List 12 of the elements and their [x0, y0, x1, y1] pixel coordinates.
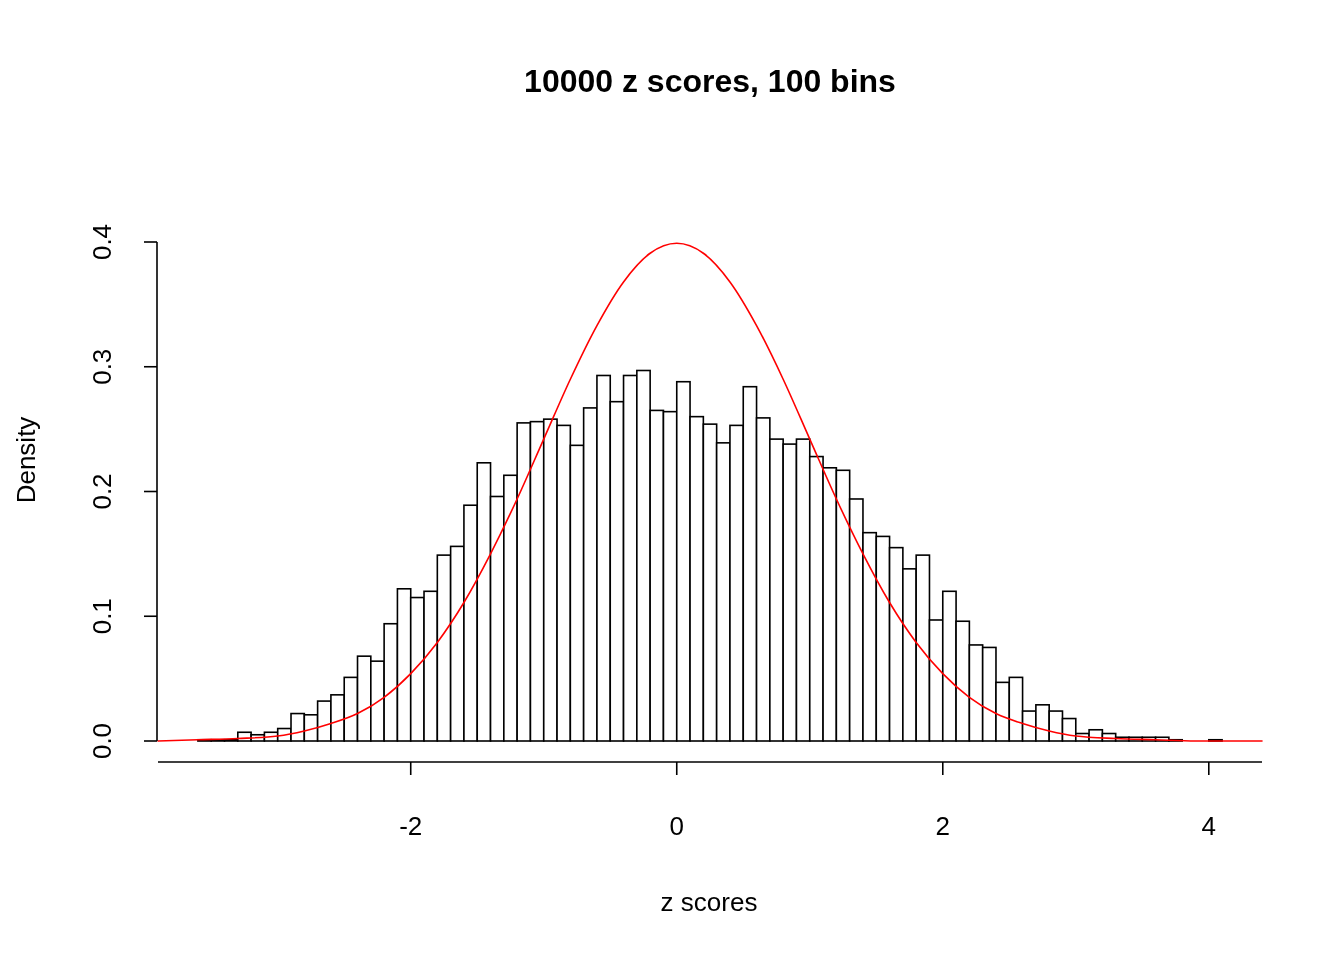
x-axis-title: z scores [660, 887, 758, 917]
y-tick-label: 0.0 [87, 722, 117, 760]
y-tick-label: 0.1 [87, 598, 117, 635]
y-tick-label: 0.2 [87, 473, 117, 510]
chart-title: 10000 z scores, 100 bins [524, 63, 896, 99]
y-tick-label: 0.4 [87, 223, 117, 261]
y-axis-title: Density [11, 416, 41, 504]
x-tick-label: 0 [669, 811, 684, 841]
x-tick-label: -2 [399, 811, 423, 841]
y-tick-label: 0.3 [87, 348, 117, 385]
x-tick-label: 2 [935, 811, 951, 841]
x-tick-label: 4 [1201, 811, 1217, 841]
